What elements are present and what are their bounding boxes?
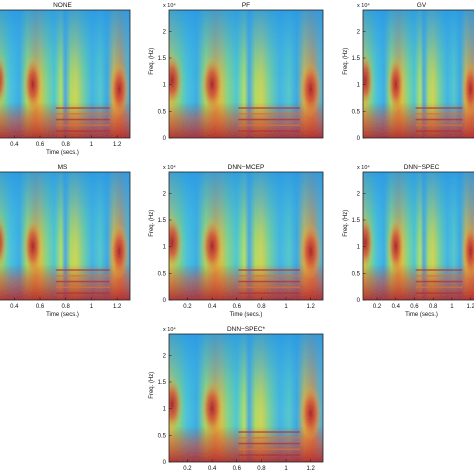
plot-frame	[168, 333, 324, 463]
y-tick-label: 1.5	[352, 56, 361, 62]
plot-frame	[0, 9, 131, 139]
y-axis-exponent: x 10⁴	[163, 326, 176, 333]
x-axis-label: Time (secs.)	[46, 312, 79, 318]
y-axis-exponent: x 10⁴	[357, 2, 370, 9]
y-axis-label: Freq. (Hz)	[149, 372, 155, 399]
panel-title: GV	[417, 2, 427, 9]
y-tick-label: 1.5	[158, 56, 167, 62]
x-tick-label: 0.6	[233, 304, 242, 310]
panel-title: DNN−SPEC*	[227, 326, 266, 333]
y-tick-label: 0.5	[352, 271, 361, 277]
x-axis-label: Time (secs.)	[405, 312, 438, 318]
spectrogram-image	[0, 10, 130, 138]
y-tick-label: 0	[357, 136, 361, 142]
x-tick-label: 0.6	[36, 304, 45, 310]
x-axis-label: Time (secs.)	[46, 150, 79, 156]
spectrogram-image	[169, 172, 323, 300]
y-tick-label: 0.5	[158, 271, 167, 277]
plot-frame	[168, 9, 324, 139]
y-tick-label: 0	[163, 298, 167, 304]
x-tick-label: 0.4	[208, 304, 217, 310]
x-tick-label: 0.8	[429, 304, 438, 310]
panel-title: NONE	[53, 2, 72, 9]
y-tick-label: 0.5	[158, 433, 167, 439]
x-tick-label: 1.2	[113, 304, 122, 310]
y-tick-label: 0	[163, 136, 167, 142]
y-tick-label: 0.5	[352, 109, 361, 115]
x-tick-label: 1	[90, 304, 94, 310]
x-tick-label: 1.2	[113, 142, 122, 148]
panel-title: MS	[58, 164, 68, 171]
x-tick-label: 1	[90, 142, 94, 148]
x-tick-label: 0.8	[257, 466, 266, 472]
x-tick-label: 1	[284, 466, 288, 472]
plot-frame	[0, 171, 131, 301]
spectrogram-image	[363, 10, 474, 138]
y-tick-label: 1.5	[158, 380, 167, 386]
spectrogram-panel-5: DNN−MCEP 0.2 0.4 0.6 0.8 1 1.2 Time (secs.) 0 0.5…	[149, 164, 324, 318]
plot-frame	[168, 171, 324, 301]
y-axis-exponent: x 10⁴	[163, 2, 176, 9]
y-tick-label: 2	[357, 29, 361, 35]
x-tick-label: 0.8	[62, 142, 71, 148]
panel-title: PF	[242, 2, 250, 9]
y-tick-label: 1	[357, 83, 361, 89]
panel-title: DNN−SPEC	[404, 164, 440, 171]
x-tick-label: 1	[284, 304, 288, 310]
y-tick-label: 0.5	[158, 109, 167, 115]
y-tick-label: 1.5	[158, 218, 167, 224]
y-tick-label: 1.5	[352, 218, 361, 224]
x-tick-label: 0.4	[208, 466, 217, 472]
spectrogram-panel-2: PF 0 0.5 1 1.5 2 Freq. (Hz) x 10⁴	[149, 2, 324, 142]
x-tick-label: 0.8	[257, 304, 266, 310]
plot-frame	[362, 9, 474, 139]
x-tick-label: 0.8	[62, 304, 71, 310]
y-tick-label: 2	[163, 29, 167, 35]
x-tick-label: 0.2	[183, 466, 192, 472]
y-axis-exponent: x 10⁴	[357, 164, 370, 171]
x-tick-label: 0.6	[36, 142, 45, 148]
spectrogram-panel-1: NONE 0.4 0.6 0.8 1 1.2 Time (secs.)	[0, 2, 131, 156]
y-tick-label: 2	[357, 191, 361, 197]
y-tick-label: 1	[163, 83, 167, 89]
plot-frame	[362, 171, 474, 301]
y-axis-label: Freq. (Hz)	[343, 48, 349, 75]
y-tick-label: 2	[163, 353, 167, 359]
y-tick-label: 2	[163, 191, 167, 197]
x-tick-label: 1.2	[307, 466, 316, 472]
x-tick-label: 1	[450, 304, 454, 310]
y-tick-label: 0	[163, 460, 167, 466]
spectrogram-image	[169, 10, 323, 138]
y-axis-label: Freq. (Hz)	[149, 210, 155, 237]
x-tick-label: 1.2	[466, 304, 474, 310]
y-axis-label: Freq. (Hz)	[149, 48, 155, 75]
y-tick-label: 1	[357, 245, 361, 251]
x-tick-label: 0.4	[392, 304, 401, 310]
x-tick-label: 0.4	[10, 304, 19, 310]
y-axis-label: Freq. (Hz)	[343, 210, 349, 237]
y-tick-label: 0	[357, 298, 361, 304]
spectrogram-image	[363, 172, 474, 300]
x-tick-label: 0.6	[410, 304, 419, 310]
spectrogram-panel-3: GV 0 0.5 1 1.5 2 Freq. (Hz) x 10⁴	[343, 2, 474, 142]
x-tick-label: 0.2	[373, 304, 382, 310]
spectrogram-panel-6: DNN−SPEC 0.2 0.4 0.6 0.8 1 1.2 Time (secs.) 0 0.5…	[343, 164, 474, 318]
panel-title: DNN−MCEP	[228, 164, 265, 171]
spectrogram-image	[169, 334, 323, 462]
x-axis-label: Time (secs.)	[230, 312, 263, 318]
y-tick-label: 1	[163, 245, 167, 251]
spectrogram-image	[0, 172, 130, 300]
x-tick-label: 1.2	[307, 304, 316, 310]
y-tick-label: 1	[163, 407, 167, 413]
x-tick-label: 0.6	[233, 466, 242, 472]
y-axis-exponent: x 10⁴	[163, 164, 176, 171]
x-tick-label: 0.2	[183, 304, 192, 310]
spectrogram-panel-4: MS 0.4 0.6 0.8 1 1.2 Time (secs.)	[0, 164, 131, 318]
x-tick-label: 0.4	[10, 142, 19, 148]
